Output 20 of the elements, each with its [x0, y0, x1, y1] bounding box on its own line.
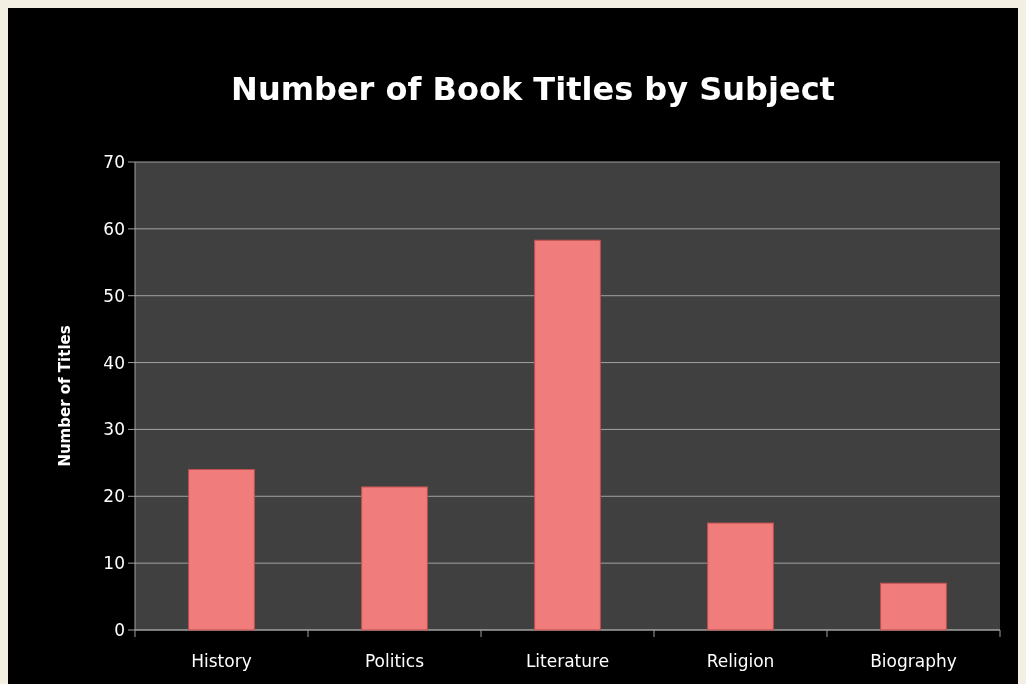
x-tick-label: History	[191, 651, 252, 671]
bar	[707, 522, 774, 631]
x-tick-label: Politics	[364, 651, 425, 671]
bar	[188, 469, 255, 631]
y-tick-label: 70	[103, 151, 125, 172]
y-tick-label: 50	[103, 285, 125, 306]
y-tick-label: 20	[103, 486, 125, 507]
y-tick-label: 30	[103, 419, 125, 440]
y-tick-label: 60	[103, 218, 125, 239]
bar	[361, 486, 428, 631]
chart-title: Number of Book Titles by Subject	[231, 70, 835, 108]
y-tick-label: 0	[114, 619, 125, 640]
y-tick-label: 40	[103, 352, 125, 373]
bar	[534, 239, 601, 631]
x-tick-label: Literature	[525, 651, 610, 671]
bar	[880, 582, 947, 631]
y-tick-label: 10	[103, 553, 125, 574]
y-axis-title: Number of Titles	[56, 325, 74, 467]
x-tick-label: Religion	[706, 651, 775, 671]
x-tick-label: Biography	[870, 651, 957, 671]
